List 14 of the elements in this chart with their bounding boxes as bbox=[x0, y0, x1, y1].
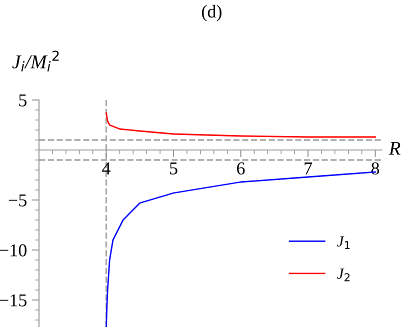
x-axis-title: R bbox=[388, 142, 400, 155]
x-tick-label: 6 bbox=[237, 162, 245, 175]
x-tick-label: 5 bbox=[170, 162, 178, 175]
y-tick-label: −10 bbox=[0, 244, 27, 256]
chart-title: (d) bbox=[202, 4, 222, 22]
x-tick-label: 7 bbox=[304, 162, 312, 174]
x-tick-label: 4 bbox=[102, 162, 110, 174]
y-axis-title: J$_{i}$/M$_{i}$$^{2}$ bbox=[12, 50, 59, 72]
line-series bbox=[106, 112, 376, 138]
y-tick-label: −5 bbox=[8, 194, 26, 206]
legend-label: J$_{1}$ bbox=[337, 236, 350, 249]
y-tick-label: −15 bbox=[0, 294, 26, 306]
legend-label: J$_{2}$ bbox=[337, 268, 350, 282]
y-tick-label: 5 bbox=[19, 94, 26, 106]
